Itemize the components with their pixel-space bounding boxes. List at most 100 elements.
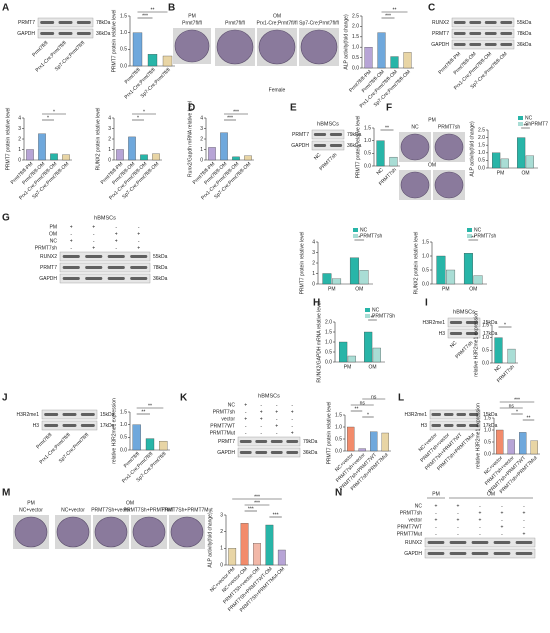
y-tick-label: 0.0 (422, 281, 429, 287)
blot-band (453, 21, 466, 24)
y-tick-label: 0.5 (478, 158, 485, 164)
y-tick-label: 1.0 (120, 422, 127, 428)
y-axis-label: RUNX2/GAPDH mRNA relative level (316, 301, 322, 382)
blot-row-size: 17kDa (483, 423, 498, 429)
bar (376, 140, 385, 167)
blot-strip (451, 39, 515, 50)
x-tick-label: NC (375, 167, 385, 177)
blot-band (493, 541, 511, 544)
blot-strip (447, 328, 481, 339)
photo-caption: NC+vector (61, 507, 85, 513)
blot-band (471, 552, 489, 555)
blot-band (427, 552, 445, 555)
blot-row-name: GAPDH (17, 31, 35, 37)
y-tick-label: 0.0 (482, 360, 489, 366)
condition-mark: - (523, 503, 525, 509)
bar (500, 158, 509, 169)
lane-label: PRMT7sh (454, 340, 474, 360)
sig-label: *** (227, 115, 233, 121)
y-tick-label: 1.0 (422, 253, 429, 259)
stained-well (258, 29, 296, 65)
blot-row-size: 55kDa (517, 20, 532, 26)
condition-mark: - (479, 503, 481, 509)
y-tick-label: 1.0 (352, 45, 359, 51)
blot-band (85, 255, 103, 258)
blot-band (469, 43, 482, 46)
y-tick-label: 2 (200, 136, 203, 142)
condition-mark: - (501, 517, 503, 523)
bar (463, 253, 473, 285)
condition-mark: - (70, 245, 72, 251)
blot-band (62, 266, 80, 269)
bar (244, 155, 252, 161)
y-tick-label: 1.5 (484, 415, 491, 421)
bar (519, 432, 527, 455)
photo-caption: PRMT7sh (438, 124, 460, 130)
blot-band (255, 451, 268, 454)
condition-mark: - (479, 524, 481, 530)
blot-band (130, 277, 148, 280)
condition-mark: + (244, 416, 247, 422)
panel-label: F (386, 103, 392, 114)
y-tick-label: 1.0 (325, 339, 332, 345)
y-tick-label: 2.0 (352, 24, 359, 30)
blot-row-size: 78kDa (153, 265, 168, 271)
y-tick-label: 0 (200, 157, 203, 163)
sig-label: *** (273, 512, 279, 518)
legend-label: PRMT7sh (360, 233, 382, 239)
legend-swatch (518, 122, 523, 126)
y-tick-label: 1.5 (325, 329, 332, 335)
blot-band (80, 413, 95, 416)
sig-label: ** (524, 123, 528, 129)
blot-row-name: GAPDH (291, 143, 309, 149)
condition-mark: + (479, 517, 482, 523)
blot-row-name: RUNX2 (432, 20, 449, 26)
sig-label: * (137, 115, 139, 121)
condition-mark: - (276, 402, 278, 408)
condition-mark: - (70, 231, 72, 237)
condition-mark: - (260, 423, 262, 429)
y-tick-label: 1 (312, 271, 315, 277)
blot-row-name: H3 (439, 331, 446, 337)
condition-mark: + (260, 409, 263, 415)
condition-mark: - (291, 402, 293, 408)
condition-mark: + (435, 517, 438, 523)
blot-band (239, 451, 252, 454)
stained-well (94, 516, 128, 548)
y-axis-label: relative H3R2me1 expression (111, 398, 117, 464)
condition-name: vector (408, 517, 422, 523)
y-tick-label: 0.5 (482, 348, 489, 354)
stained-well (170, 516, 204, 548)
condition-mark: - (276, 416, 278, 422)
blot-row-name: H3R2me1 (16, 412, 39, 418)
condition-mark: + (137, 245, 140, 251)
condition-name: PRMT7sh (35, 245, 57, 251)
y-tick-label: 2 (312, 260, 315, 266)
condition-mark: - (523, 517, 525, 523)
sig-label: ns (371, 394, 377, 400)
bar (389, 156, 398, 167)
y-tick-label: 0.5 (335, 436, 342, 442)
y-tick-label: 1.5 (120, 13, 127, 19)
condition-mark: + (70, 238, 73, 244)
blot-row-size: 36kDa (153, 276, 168, 282)
y-tick-label: 1.0 (335, 424, 342, 430)
stained-well (216, 29, 254, 65)
condition-mark: + (291, 409, 294, 415)
bar (128, 136, 136, 161)
bar (50, 153, 58, 161)
y-tick-label: 0 (312, 281, 315, 287)
y-tick-label: 1 (18, 147, 21, 153)
sig-label: *** (248, 506, 254, 512)
blot-strip (59, 273, 151, 284)
y-axis-label: RUNX2 protein relative level (95, 108, 101, 171)
photo-caption: Sp7-Cre;Prmt7fl/fl (299, 20, 339, 26)
condition-name: vector (221, 416, 235, 422)
legend-swatch (518, 116, 523, 120)
blot-band (456, 424, 466, 427)
bar (132, 32, 143, 67)
blot-row-name: GAPDH (217, 450, 235, 456)
blot-row-name: GAPDH (404, 551, 422, 557)
y-tick-label: 1 (220, 546, 223, 552)
